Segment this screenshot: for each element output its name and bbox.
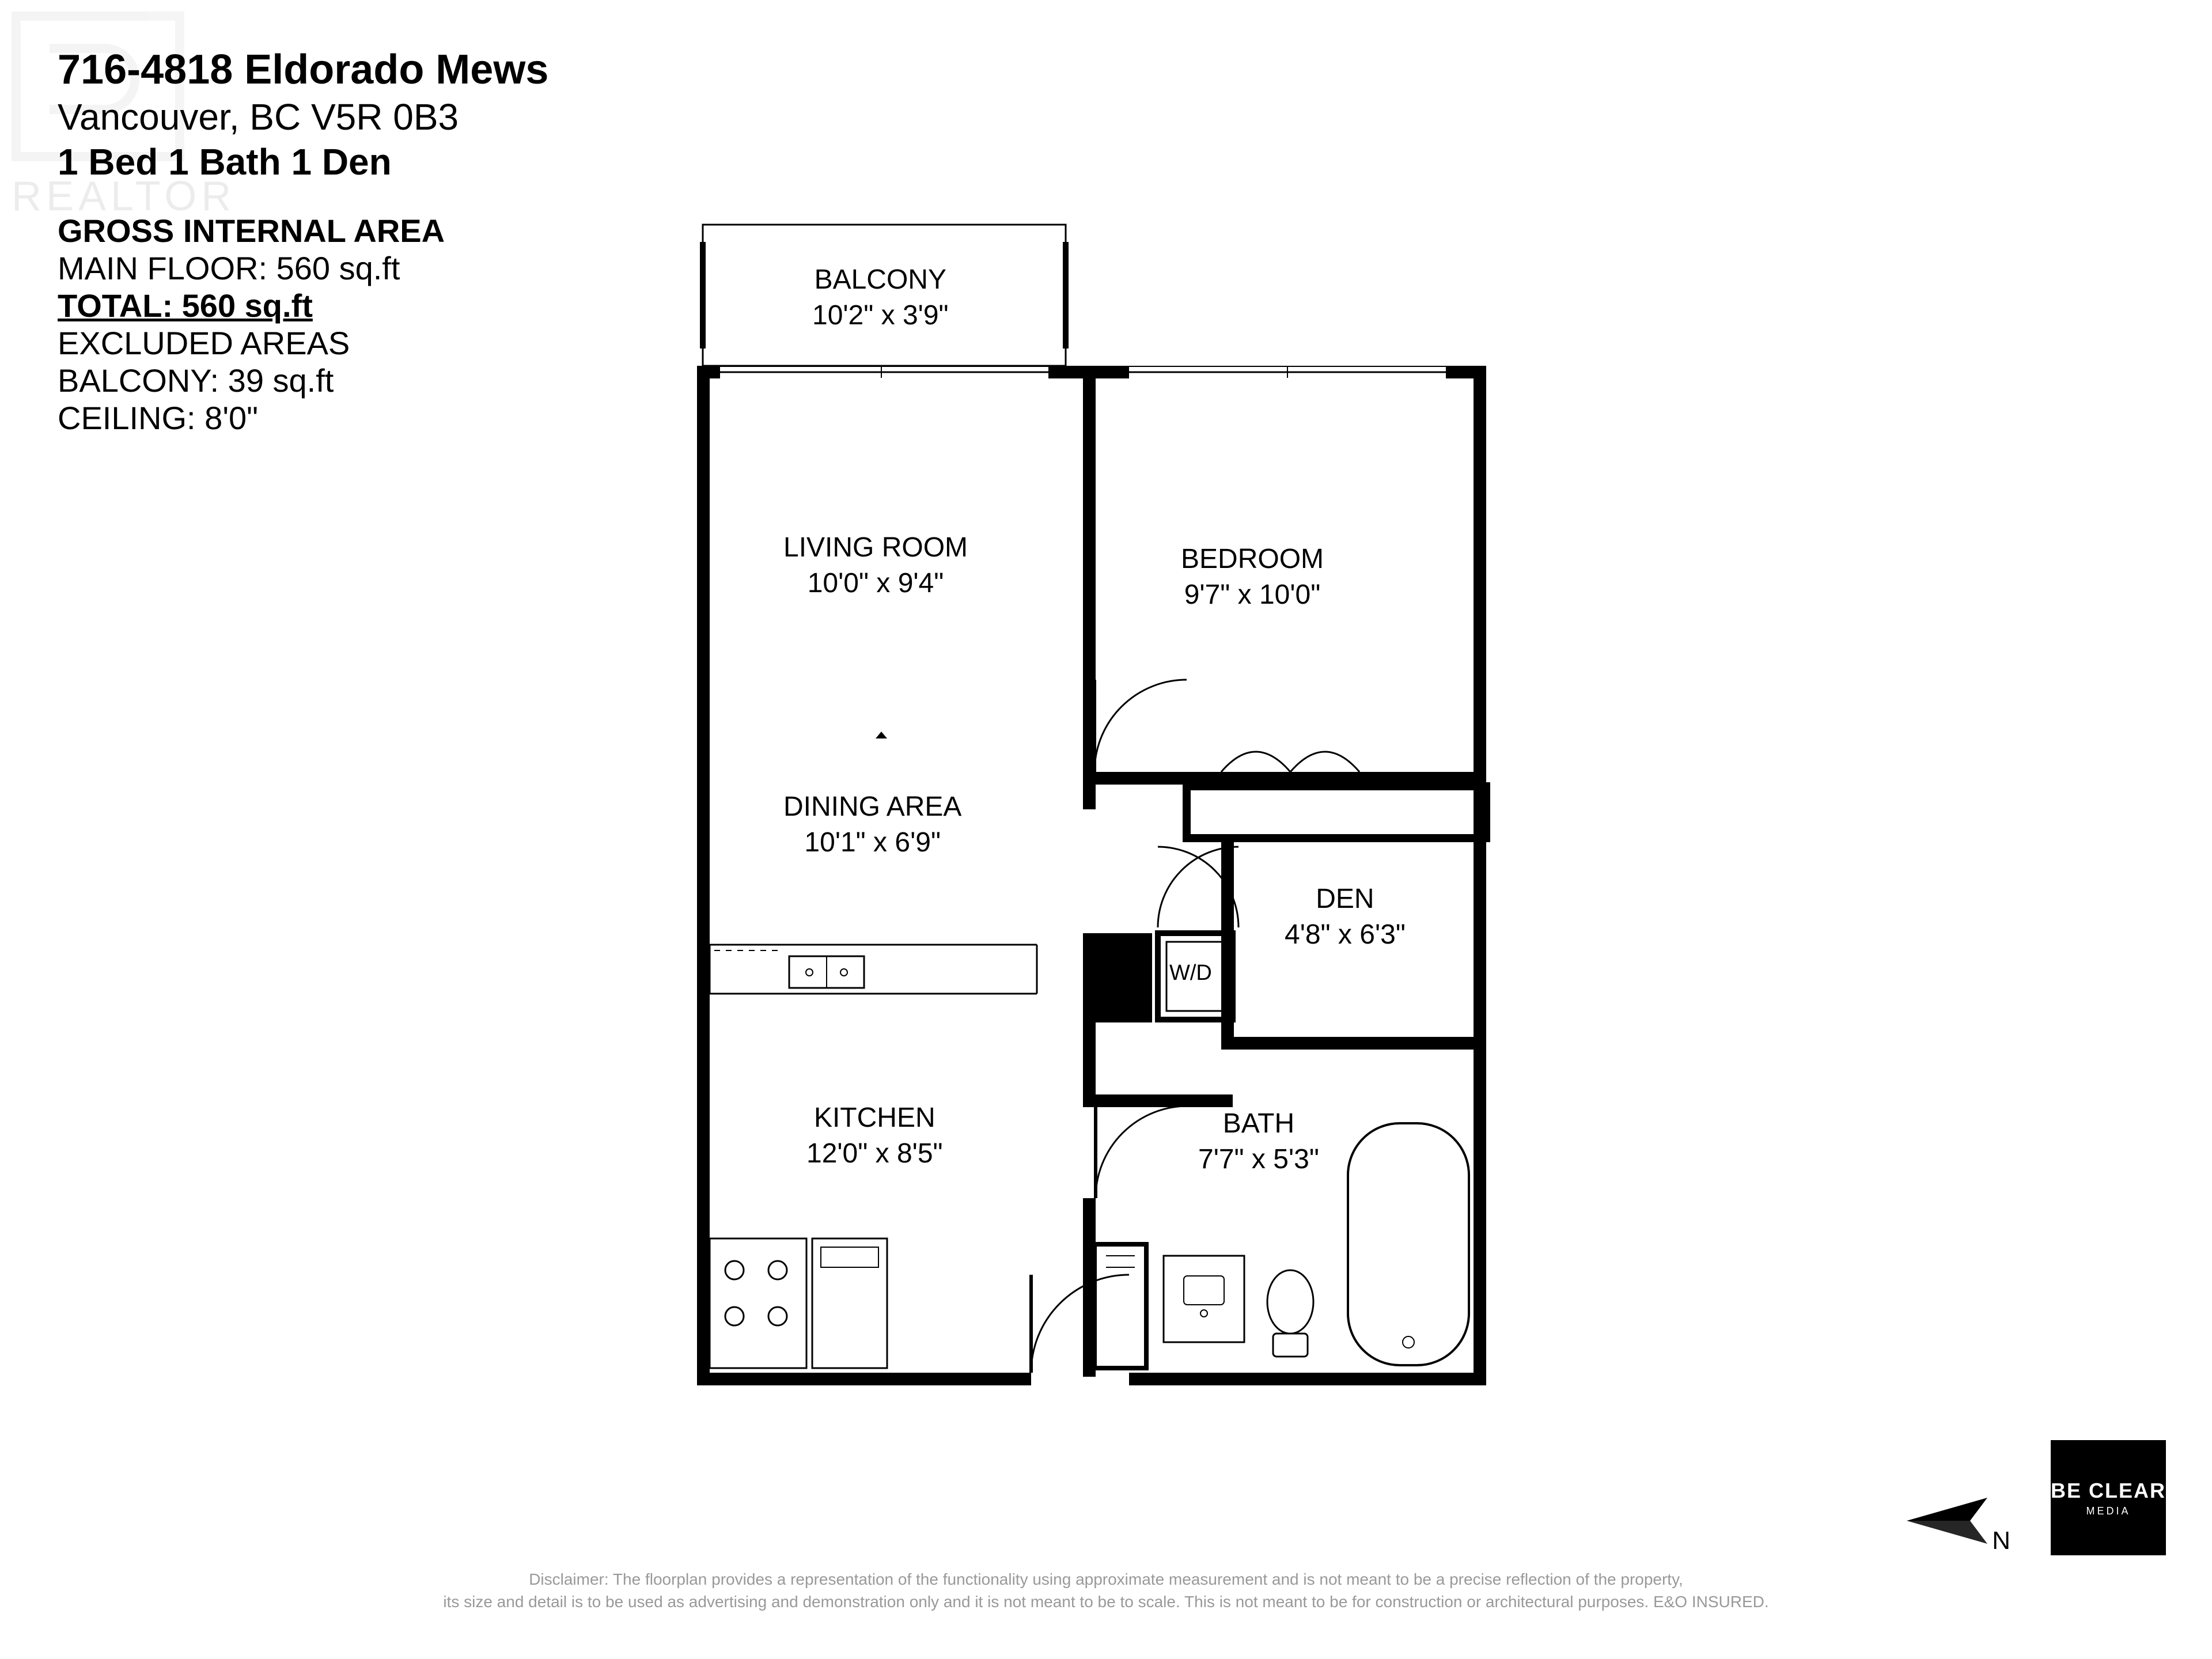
label-bedroom: BEDROOM 9'7" x 10'0" (1181, 541, 1324, 613)
fridge (812, 1238, 887, 1368)
listing-header: 716-4818 Eldorado Mews Vancouver, BC V5R… (58, 46, 548, 437)
area-block: GROSS INTERNAL AREA MAIN FLOOR: 560 sq.f… (58, 212, 548, 437)
vanity (1164, 1256, 1244, 1342)
summary-line: 1 Bed 1 Bath 1 Den (58, 141, 548, 183)
label-den: DEN 4'8" x 6'3" (1285, 881, 1406, 953)
wall-bottom-left (697, 1373, 1031, 1385)
column-chase (1083, 933, 1152, 1022)
label-bath: BATH 7'7" x 5'3" (1198, 1106, 1319, 1178)
area-main-floor: MAIN FLOOR: 560 sq.ft (58, 249, 548, 287)
stove (710, 1238, 806, 1368)
excluded-heading: EXCLUDED AREAS (58, 324, 548, 362)
label-dining: DINING AREA 10'1" x 6'9" (783, 789, 961, 861)
disclaimer-line2: its size and detail is to be used as adv… (443, 1593, 1768, 1611)
closet (1187, 786, 1486, 838)
floorplan-diagram: BALCONY 10'2" x 3'9" LIVING ROOM 10'0" x… (680, 219, 1509, 1417)
wall-right (1474, 366, 1486, 1385)
label-living: LIVING ROOM 10'0" x 9'4" (783, 530, 968, 602)
compass-icon: N (1901, 1486, 2016, 1555)
address-line: 716-4818 Eldorado Mews (58, 46, 548, 93)
toilet (1267, 1270, 1313, 1334)
area-balcony: BALCONY: 39 sq.ft (58, 362, 548, 399)
brand-line1: BE CLEAR (2051, 1479, 2166, 1503)
label-wd: W/D (1169, 961, 1212, 986)
disclaimer-line1: Disclaimer: The floorplan provides a rep… (529, 1570, 1683, 1588)
wall-left (697, 366, 710, 1385)
disclaimer-text: Disclaimer: The floorplan provides a rep… (0, 1568, 2212, 1613)
wall-bottom-right (1129, 1373, 1486, 1385)
area-total: TOTAL: 560 sq.ft (58, 287, 548, 324)
area-ceiling: CEILING: 8'0" (58, 399, 548, 437)
label-kitchen: KITCHEN 12'0" x 8'5" (806, 1100, 943, 1172)
bathtub (1348, 1123, 1469, 1365)
city-line: Vancouver, BC V5R 0B3 (58, 96, 548, 138)
label-balcony: BALCONY 10'2" x 3'9" (812, 262, 949, 334)
brand-line2: MEDIA (2086, 1505, 2130, 1517)
brand-logo: BE CLEAR MEDIA (2051, 1440, 2166, 1555)
area-heading: GROSS INTERNAL AREA (58, 212, 548, 249)
compass-n-label: N (1992, 1527, 2010, 1555)
